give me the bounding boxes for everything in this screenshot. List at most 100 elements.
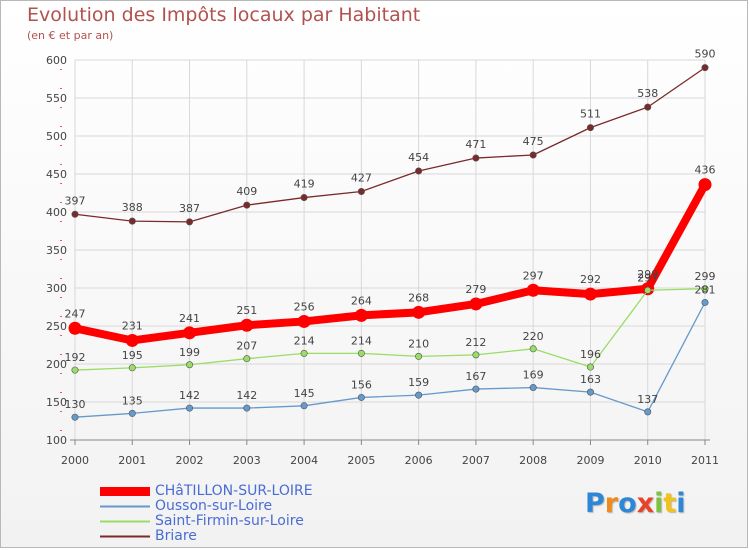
data-point bbox=[415, 391, 423, 399]
data-label: 299 bbox=[637, 268, 658, 281]
data-label: 169 bbox=[523, 369, 544, 382]
data-label: 471 bbox=[465, 138, 486, 151]
data-label: 231 bbox=[122, 319, 143, 332]
data-point bbox=[701, 64, 709, 72]
data-point bbox=[300, 402, 308, 410]
data-label: 214 bbox=[351, 334, 372, 347]
data-label: 292 bbox=[580, 273, 601, 286]
legend-label-ousson: Ousson-sur-Loire bbox=[155, 498, 273, 514]
y-tick-label: 150 bbox=[46, 396, 67, 409]
data-point bbox=[644, 408, 652, 416]
logo-letter: r bbox=[604, 488, 619, 519]
x-tick-label: 2001 bbox=[118, 454, 146, 467]
data-point bbox=[526, 283, 540, 297]
data-point bbox=[186, 404, 194, 412]
legend-label-chatillon: CHâTILLON-SUR-LOIRE bbox=[155, 483, 313, 499]
x-tick-label: 2000 bbox=[61, 454, 89, 467]
data-point bbox=[586, 124, 594, 132]
legend-label-briare: Briare bbox=[155, 528, 197, 544]
chart-title: Evolution des Impôts locaux par Habitant bbox=[27, 4, 421, 26]
series-line bbox=[74, 288, 706, 371]
data-label: 192 bbox=[65, 351, 86, 364]
data-label: 538 bbox=[637, 87, 658, 100]
data-point bbox=[186, 361, 194, 369]
data-label: 137 bbox=[637, 393, 658, 406]
data-point bbox=[68, 321, 82, 335]
data-label: 279 bbox=[465, 283, 486, 296]
data-point bbox=[472, 385, 480, 393]
x-tick-label: 2011 bbox=[691, 454, 719, 467]
data-label: 207 bbox=[236, 340, 257, 353]
data-point bbox=[186, 218, 194, 226]
data-label: 142 bbox=[179, 389, 200, 402]
data-label: 387 bbox=[179, 202, 200, 215]
data-point bbox=[586, 363, 594, 371]
data-label: 256 bbox=[294, 300, 315, 313]
data-point bbox=[300, 194, 308, 202]
data-label: 299 bbox=[695, 270, 716, 283]
chart-subtitle: (en € et par an) bbox=[27, 29, 114, 42]
data-label: 159 bbox=[408, 376, 429, 389]
data-label: 427 bbox=[351, 171, 372, 184]
data-point bbox=[529, 384, 537, 392]
data-label: 195 bbox=[122, 349, 143, 362]
data-point bbox=[71, 366, 79, 374]
data-point bbox=[644, 286, 652, 294]
legend-item-ousson: Ousson-sur-Loire bbox=[100, 499, 313, 514]
data-label: 142 bbox=[236, 389, 257, 402]
y-tick-label: 600 bbox=[46, 54, 67, 67]
logo-letter: x bbox=[636, 488, 655, 519]
data-point bbox=[583, 287, 597, 301]
x-tick-label: 2003 bbox=[233, 454, 261, 467]
data-point bbox=[412, 305, 426, 319]
data-point bbox=[300, 349, 308, 357]
data-point bbox=[415, 167, 423, 175]
x-tick-label: 2008 bbox=[519, 454, 547, 467]
data-label: 297 bbox=[637, 271, 658, 284]
chart-legend: CHâTILLON-SUR-LOIRE Ousson-sur-Loire Sai… bbox=[100, 484, 313, 544]
data-point bbox=[128, 217, 136, 225]
data-label: 130 bbox=[65, 398, 86, 411]
data-label: 281 bbox=[695, 283, 716, 296]
data-label: 475 bbox=[523, 135, 544, 148]
data-point bbox=[701, 298, 709, 306]
data-point bbox=[243, 201, 251, 209]
data-point bbox=[701, 285, 709, 293]
data-point bbox=[357, 349, 365, 357]
y-tick-label: 200 bbox=[46, 358, 67, 371]
x-tick-label: 2009 bbox=[576, 454, 604, 467]
data-label: 156 bbox=[351, 378, 372, 391]
data-label: 220 bbox=[523, 330, 544, 343]
data-label: 212 bbox=[465, 336, 486, 349]
series-line bbox=[74, 66, 706, 223]
data-point bbox=[125, 333, 139, 347]
legend-swatch-chatillon bbox=[100, 487, 150, 496]
y-tick-label: 500 bbox=[46, 130, 67, 143]
logo-letter: P bbox=[585, 488, 605, 519]
data-point bbox=[698, 178, 712, 192]
y-tick-label: 300 bbox=[46, 282, 67, 295]
y-tick-label: 350 bbox=[46, 244, 67, 257]
data-label: 167 bbox=[465, 370, 486, 383]
logo-letter: i bbox=[654, 488, 664, 519]
y-tick-label: 100 bbox=[46, 434, 67, 447]
data-point bbox=[472, 351, 480, 359]
data-label: 397 bbox=[65, 194, 86, 207]
data-label: 199 bbox=[179, 346, 200, 359]
data-label: 251 bbox=[236, 304, 257, 317]
data-point bbox=[469, 297, 483, 311]
legend-item-saint-firmin: Saint-Firmin-sur-Loire bbox=[100, 514, 313, 529]
data-point bbox=[128, 364, 136, 372]
logo-letter: o bbox=[618, 488, 637, 519]
proxiti-logo: Proxiti bbox=[585, 488, 686, 519]
x-tick-label: 2007 bbox=[462, 454, 490, 467]
data-label: 419 bbox=[294, 178, 315, 191]
data-label: 241 bbox=[179, 312, 200, 325]
data-point bbox=[243, 404, 251, 412]
y-tick-label: 550 bbox=[46, 92, 67, 105]
data-point bbox=[240, 318, 254, 332]
x-tick-label: 2010 bbox=[634, 454, 662, 467]
data-point bbox=[644, 103, 652, 111]
data-point bbox=[297, 314, 311, 328]
